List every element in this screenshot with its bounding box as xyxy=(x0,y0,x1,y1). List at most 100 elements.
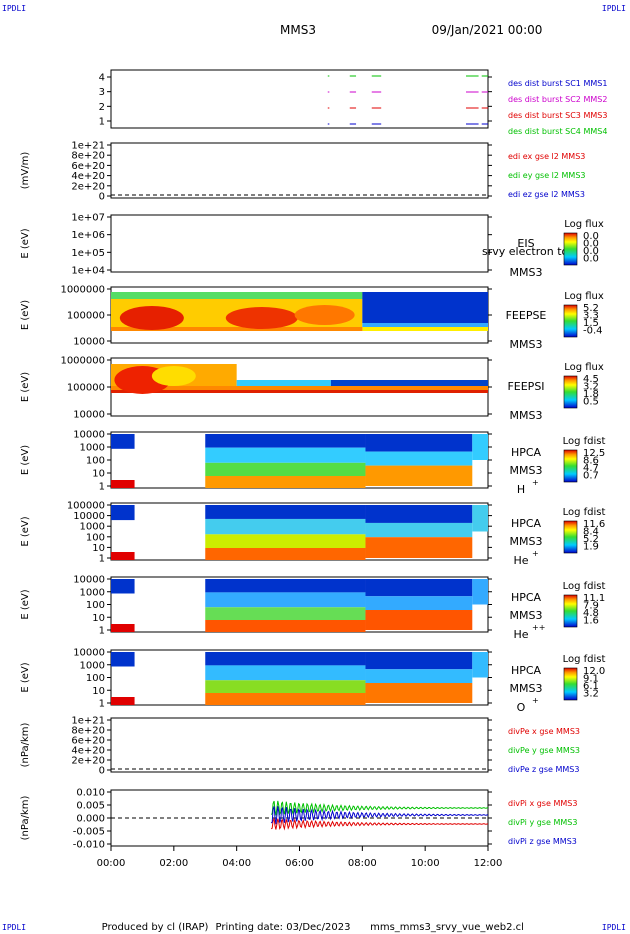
hpca-band xyxy=(111,505,135,521)
y-tick-label: 1e+06 xyxy=(71,230,105,241)
y-tick-label: 4e+20 xyxy=(71,746,105,757)
y-tick-label: 0.010 xyxy=(76,788,105,799)
spacecraft-label: MMS3 xyxy=(510,266,543,279)
y-axis-label: E (eV) xyxy=(20,228,31,258)
species-label: H xyxy=(517,483,525,496)
y-tick-label: 1000000 xyxy=(60,356,105,367)
y-tick-label: 100 xyxy=(86,532,105,543)
hpca-band xyxy=(205,518,366,535)
instrument-label: HPCA xyxy=(511,591,542,604)
y-tick-label: 10 xyxy=(92,543,105,554)
y-tick-label: 1e+07 xyxy=(71,213,105,224)
hpca-band xyxy=(205,462,366,476)
legend-entry: divPe z gse MMS3 xyxy=(508,765,579,774)
y-tick-label: 10000 xyxy=(73,648,105,659)
y-tick-label: 100000 xyxy=(67,501,105,512)
legend-entry: des dist burst SC3 MMS3 xyxy=(508,111,607,120)
colorbar-title: Log flux xyxy=(564,362,604,373)
feepsi-blob xyxy=(151,366,196,386)
colorbar-title: Log flux xyxy=(564,219,604,230)
corner-label-bottom-right: IPDLI xyxy=(601,923,626,932)
y-tick-label: 1e+21 xyxy=(71,141,105,152)
legend-entry: divPi y gse MMS3 xyxy=(508,818,577,827)
hpca-band xyxy=(205,652,366,666)
colorbar xyxy=(563,520,578,554)
figure-date: 09/Jan/2021 00:00 xyxy=(432,23,543,37)
species-label: He xyxy=(513,554,528,567)
instrument-label: HPCA xyxy=(511,517,542,530)
hpca-band xyxy=(365,451,473,466)
spacecraft-label: MMS3 xyxy=(510,535,543,548)
feepsi-band xyxy=(111,386,488,390)
y-tick-label: 100000 xyxy=(67,383,105,394)
instrument-label: EIS xyxy=(517,237,534,250)
legend-entry: des dist burst SC4 MMS4 xyxy=(508,127,607,136)
colorbar-tick: 11.6 xyxy=(583,519,605,530)
y-axis-label: (mV/m) xyxy=(20,152,31,190)
spacecraft-label: MMS3 xyxy=(510,464,543,477)
y-tick-label: -0.005 xyxy=(73,827,105,838)
footer-produced-by: Produced by cl (IRAP) xyxy=(102,922,209,933)
hpca-band xyxy=(205,434,366,448)
divpi-z-trace xyxy=(270,806,489,825)
legend-entry: des dist burst SC2 MMS2 xyxy=(508,95,607,104)
x-tick-label: 08:00 xyxy=(348,858,377,869)
hpca-band xyxy=(365,652,473,670)
y-tick-label: 1e+04 xyxy=(71,266,105,277)
hpca-band xyxy=(205,620,366,632)
colorbar-tick: 9.1 xyxy=(583,674,599,685)
y-tick-label: -0.010 xyxy=(73,840,105,851)
x-tick-label: 06:00 xyxy=(285,858,314,869)
colorbar xyxy=(563,594,578,628)
hpca-band xyxy=(205,579,366,593)
feepse-band xyxy=(362,292,488,323)
feepsi-band xyxy=(330,380,488,390)
y-axis-label: E (eV) xyxy=(20,445,31,475)
feepse-band xyxy=(362,327,488,331)
spacecraft-label: MMS3 xyxy=(510,682,543,695)
hpca-band xyxy=(205,476,366,488)
legend-entry: divPe x gse MMS3 xyxy=(508,727,580,736)
y-tick-label: 10000 xyxy=(73,410,105,421)
hpca-band xyxy=(111,434,135,449)
y-tick-label: 1000 xyxy=(80,660,105,671)
feepse-band xyxy=(111,292,363,299)
divpi-x-trace xyxy=(270,817,489,831)
x-tick-label: 02:00 xyxy=(159,858,188,869)
legend-entry: edi ey gse l2 MMS3 xyxy=(508,171,586,180)
y-tick-label: 1000 xyxy=(80,522,105,533)
spacecraft-label: MMS3 xyxy=(510,409,543,422)
y-tick-label: 10000 xyxy=(73,511,105,522)
y-tick-label: 1000 xyxy=(80,587,105,598)
y-tick-label: 1e+05 xyxy=(71,248,105,259)
panel-frame-eis xyxy=(110,214,489,273)
legend-entry: divPe y gse MMS3 xyxy=(508,746,580,755)
colorbar-tick: 12.5 xyxy=(583,448,605,459)
feepse-band xyxy=(111,327,363,331)
y-tick-label: 0 xyxy=(99,766,105,777)
y-tick-label: 1 xyxy=(99,699,105,710)
figure-title: MMS3 xyxy=(280,23,316,37)
footer-printing-date: Printing date: 03/Dec/2023 xyxy=(215,922,350,933)
y-axis-label: (nPa/km) xyxy=(20,723,31,768)
spacecraft-label: MMS3 xyxy=(510,338,543,351)
hpca-band xyxy=(205,592,366,608)
hpca-band xyxy=(365,669,473,683)
y-tick-label: 2e+20 xyxy=(71,181,105,192)
legend-entry: divPi x gse MMS3 xyxy=(508,799,577,808)
x-tick-label: 12:00 xyxy=(474,858,503,869)
panel-frame-edi xyxy=(110,142,489,199)
feepse-blob xyxy=(119,306,184,330)
hpca-band xyxy=(472,434,488,460)
instrument-label: FEEPSI xyxy=(507,380,544,393)
hpca-band xyxy=(365,579,473,597)
colorbar-tick: 0.5 xyxy=(583,397,599,408)
hpca-band xyxy=(111,652,135,667)
y-tick-label: 1 xyxy=(99,626,105,637)
panel-frame-divpe xyxy=(110,717,489,773)
y-tick-label: 2 xyxy=(99,102,105,113)
hpca-band xyxy=(472,652,488,678)
species-charge: + xyxy=(532,478,539,487)
x-tick-label: 04:00 xyxy=(222,858,251,869)
